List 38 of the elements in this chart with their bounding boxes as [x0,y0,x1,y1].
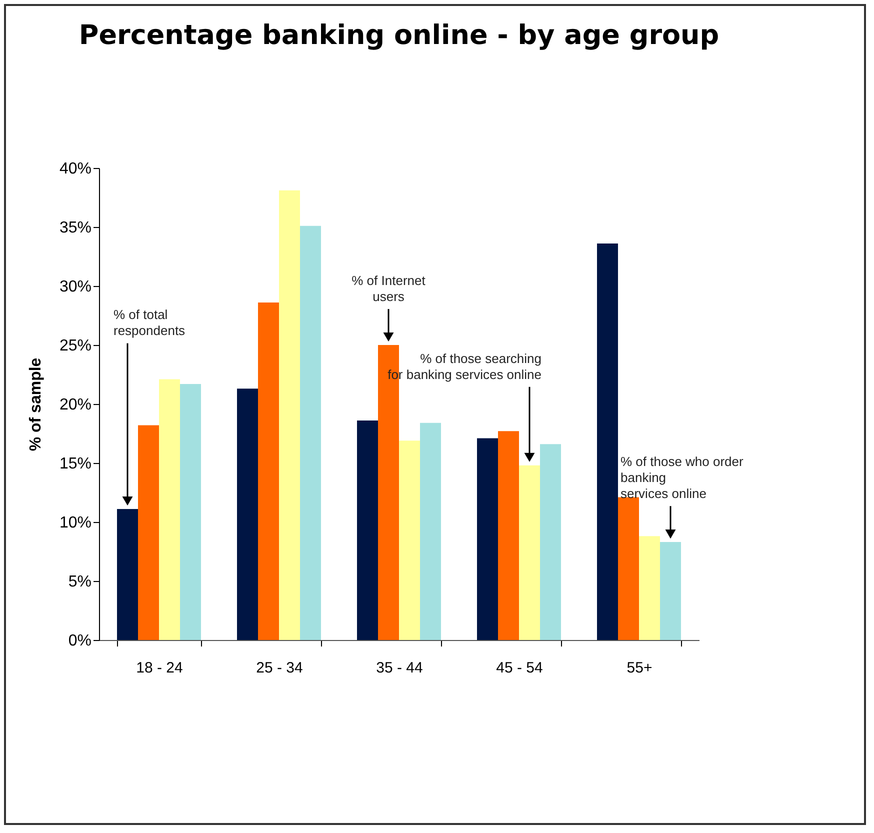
y-tick-label: 20% [59,396,92,414]
bar [498,431,519,640]
y-axis-title: % of sample [27,358,44,452]
chart-title: Percentage banking online - by age group [78,20,720,51]
bar [399,440,420,640]
bar [138,425,159,640]
bar [639,536,660,640]
bar [540,444,561,640]
bar [477,438,498,640]
x-tick-label: 25 - 34 [256,660,303,676]
y-tick-label: 25% [59,338,92,354]
text: % of total respondents [114,307,186,338]
bar [117,509,138,640]
bar [258,302,279,640]
y-tick-label: 35% [59,220,92,236]
x-tick-label: 45 - 54 [496,660,543,676]
x-tick-label: 55+ [626,660,652,676]
bar [597,244,618,640]
bar [300,226,321,640]
bar [660,542,681,640]
text: % of those who order banking services online [620,454,744,502]
bar [420,422,441,640]
x-tick-label: 35 - 44 [376,660,423,676]
x-tick-label: 18 - 24 [136,660,183,676]
y-tick-label: 30% [59,278,92,296]
text: % of Internet users [352,273,426,304]
y-tick-label: 10% [59,514,92,532]
bar [357,420,378,640]
y-tick-label: 40% [59,160,92,178]
y-tick-label: 15% [59,456,92,472]
bar [279,190,300,640]
bar [237,388,258,640]
bar [618,497,639,640]
bar [159,379,180,640]
y-tick-label: 5% [68,574,92,590]
bar [180,384,201,640]
bar [519,465,540,640]
y-tick-label: 0% [68,632,92,650]
